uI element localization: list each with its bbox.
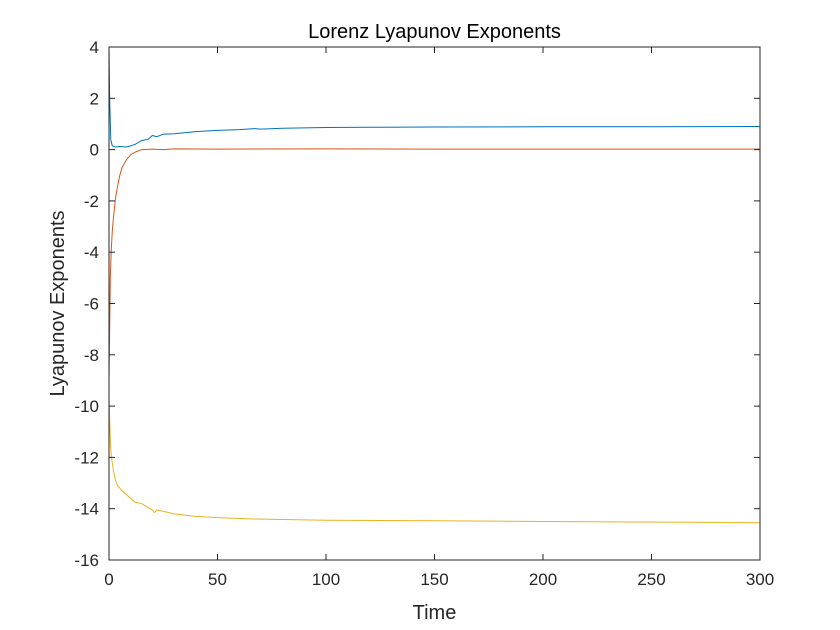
x-tick-label: 0 bbox=[104, 570, 113, 589]
y-tick-label: -4 bbox=[84, 243, 99, 262]
y-tick-label: -14 bbox=[74, 500, 99, 519]
y-tick-label: -10 bbox=[74, 397, 99, 416]
y-tick-label: -16 bbox=[74, 551, 99, 570]
y-tick-label: 4 bbox=[90, 38, 99, 57]
tick-layer: 0 50 100 150 200 250 300 4 2 0 -2 -4 -6 -8 -10 -12 -14 -1… bbox=[74, 38, 774, 589]
x-tick-label: 50 bbox=[208, 570, 227, 589]
x-tick-label: 200 bbox=[529, 570, 557, 589]
y-tick-label: 2 bbox=[90, 89, 99, 108]
x-tick-label: 300 bbox=[746, 570, 774, 589]
y-tick-label: -2 bbox=[84, 192, 99, 211]
series-line-1 bbox=[108, 46, 761, 148]
x-tick-label: 100 bbox=[312, 570, 340, 589]
y-tick-label: -6 bbox=[84, 295, 99, 314]
series-line-2 bbox=[108, 148, 760, 381]
y-tick-label: 0 bbox=[90, 141, 99, 160]
x-tick-label: 150 bbox=[420, 570, 448, 589]
series-layer bbox=[108, 46, 761, 524]
y-tick-label: -12 bbox=[74, 448, 99, 467]
chart-title: Lorenz Lyapunov Exponents bbox=[308, 21, 561, 43]
x-axis-title: Time bbox=[413, 602, 457, 624]
y-axis-title: Lyapunov Exponents bbox=[47, 210, 69, 396]
series-line-3 bbox=[108, 398, 761, 524]
y-tick-label: -8 bbox=[84, 346, 99, 365]
x-tick-label: 250 bbox=[637, 570, 665, 589]
plot-area bbox=[109, 47, 760, 560]
